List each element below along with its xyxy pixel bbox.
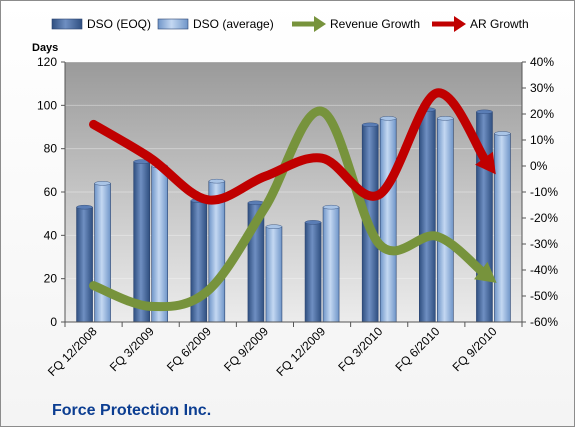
legend-label-ar-growth: AR Growth [470, 17, 529, 31]
y-tick-label: 0 [50, 315, 57, 329]
bar-dso-average [437, 118, 454, 323]
y-tick-label: 20 [44, 272, 58, 286]
y2-tick-label: -40% [530, 263, 558, 277]
y2-tick-label: -30% [530, 237, 558, 251]
legend-label-dso-average: DSO (average) [193, 17, 274, 31]
legend-swatch-dso-average [157, 18, 189, 30]
legend-label-dso-eoq: DSO (EOQ) [87, 17, 151, 31]
lines [89, 88, 497, 312]
bar-top [322, 204, 340, 210]
bar-dso-average [94, 183, 111, 323]
y-tick-label: 80 [44, 142, 58, 156]
bar-dso-average [494, 133, 511, 323]
legend-arrow-revenue-growth [314, 16, 326, 32]
y-tick-label: 100 [37, 98, 57, 112]
y2-tick-label: 0% [530, 159, 548, 173]
bar-dso-eoq [304, 222, 322, 323]
bar-top [437, 116, 454, 121]
legend-arrow-ar-growth [454, 16, 466, 32]
bar-top [361, 122, 379, 128]
bar-dso-average [322, 206, 340, 323]
y2-tick-label: -50% [530, 289, 558, 303]
y-tick-label: 120 [37, 55, 57, 69]
bar-dso-eoq [76, 206, 93, 323]
y2-tick-label: -10% [530, 185, 558, 199]
y2-tick-label: 20% [530, 107, 554, 121]
bar-dso-average [265, 226, 283, 323]
bar-dso-average [379, 118, 397, 323]
bar-top [304, 220, 322, 225]
company-name: Force Protection Inc. [52, 402, 211, 419]
legend-label-revenue-growth: Revenue Growth [330, 17, 420, 31]
bar-dso-average [151, 165, 168, 323]
y-axis-right: -60% -50% -40% -30% -20% -10% 0% 10% 20% 30% 40% [521, 55, 558, 329]
y2-tick-label: 10% [530, 133, 554, 147]
bar-top [94, 181, 111, 186]
bar-top [494, 131, 511, 136]
y2-tick-label: -20% [530, 211, 558, 225]
ar-growth-line [89, 88, 490, 205]
revenue-growth-arrowhead [474, 261, 497, 283]
y-axis-left: 0 20 40 60 80 100 120 [37, 55, 66, 329]
bar-top [265, 224, 283, 229]
bar-dso-eoq [419, 109, 436, 323]
y2-tick-label: 40% [530, 55, 554, 69]
legend-swatch-dso-eoq [51, 18, 83, 30]
bar-top [379, 116, 397, 121]
y2-tick-label: -60% [530, 315, 558, 329]
legend: DSO (EOQ) DSO (average) Revenue Growth AR G… [51, 16, 529, 32]
y-tick-label: 60 [44, 185, 58, 199]
bar-dso-eoq [133, 161, 150, 323]
bar-top [76, 204, 93, 210]
y2-tick-label: 30% [530, 81, 554, 95]
bar-top [247, 200, 265, 206]
y-tick-label: 40 [44, 228, 58, 242]
revenue-growth-line [89, 106, 487, 312]
ar-growth-arrowhead [475, 151, 496, 175]
bar-top [208, 178, 226, 184]
bar-top [476, 109, 493, 115]
y-axis-title: Days [32, 42, 58, 54]
